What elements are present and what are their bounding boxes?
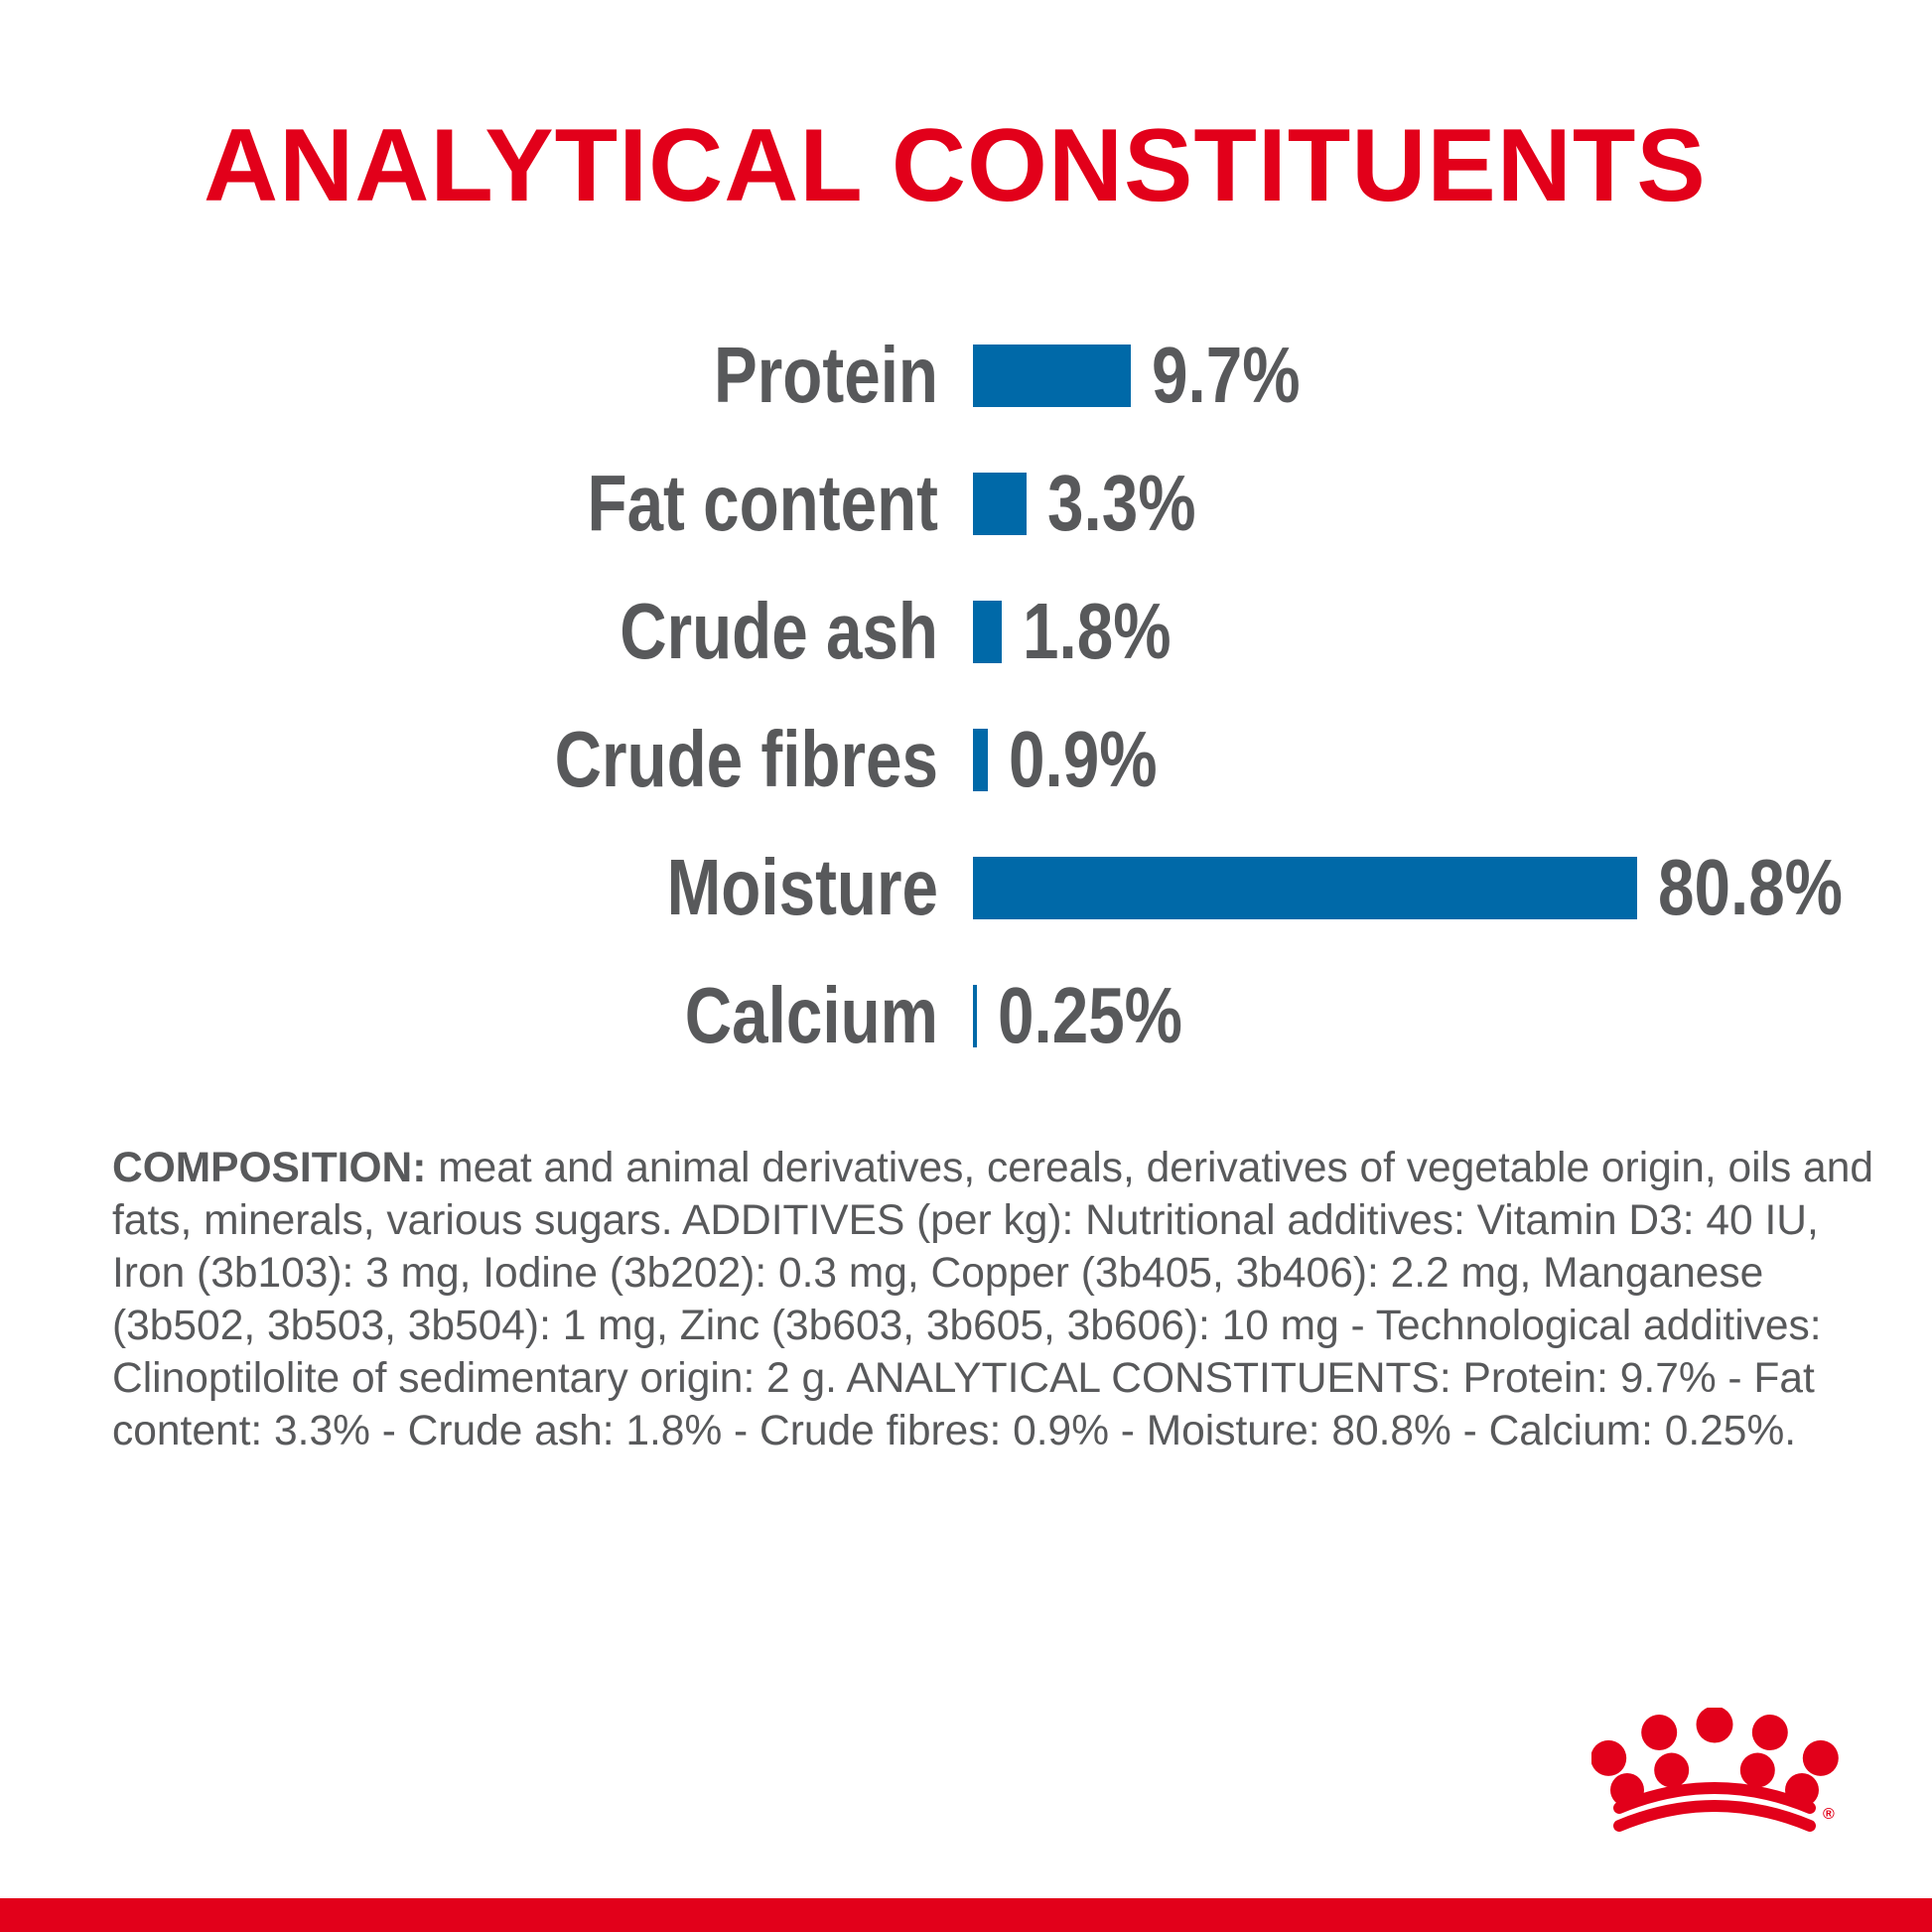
svg-text:®: ® [1823,1806,1835,1823]
